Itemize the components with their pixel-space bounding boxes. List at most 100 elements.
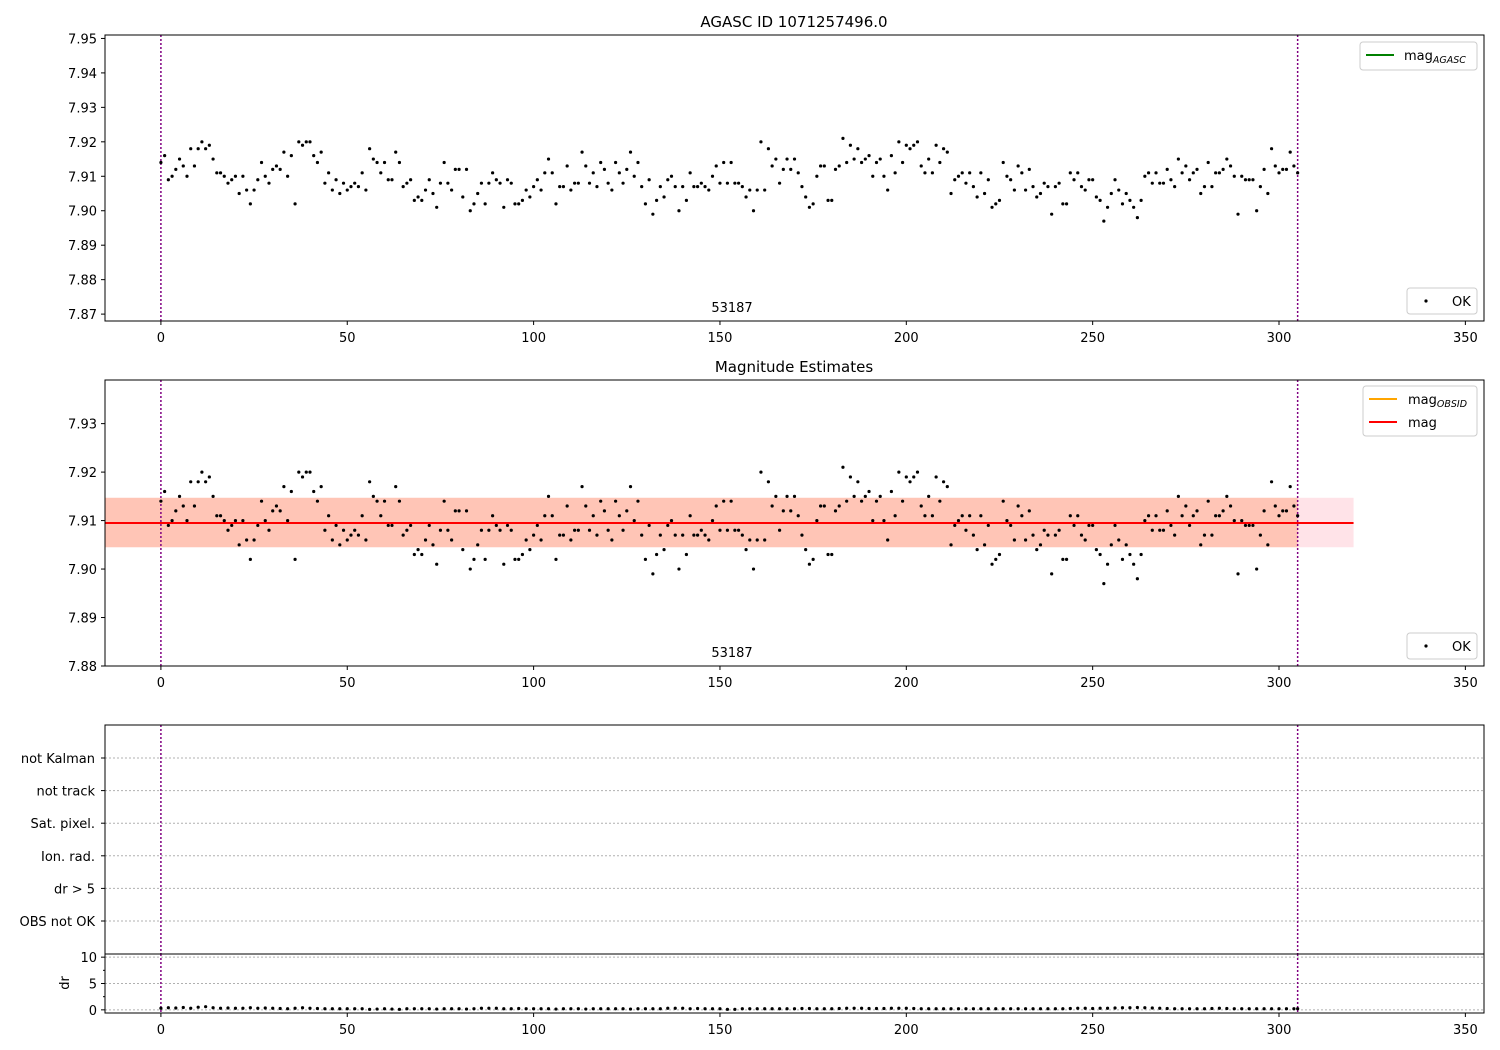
panel2-point	[1053, 533, 1057, 537]
panel1-point	[938, 160, 942, 165]
panel1-point	[733, 181, 737, 185]
panel1-point	[170, 174, 174, 178]
panel2-xtick-label: 0	[157, 676, 165, 691]
panel2-point	[863, 494, 867, 498]
panel1-point	[852, 157, 856, 161]
panel1-point	[781, 167, 785, 171]
panel2-point	[859, 499, 864, 503]
panel2-point	[360, 514, 364, 518]
panel1-point	[874, 160, 879, 165]
panel1-point	[535, 178, 539, 182]
panel2-point	[248, 557, 252, 561]
panel4-ytick-label: 0	[89, 1004, 97, 1019]
panel2-point	[1214, 514, 1218, 518]
panel2-point	[472, 557, 476, 561]
panel4-point	[315, 1006, 320, 1011]
panel4-point	[971, 1007, 975, 1011]
panel2-point	[997, 552, 1002, 557]
panel4-point	[1225, 1006, 1229, 1011]
panel1-point	[1195, 167, 1199, 171]
panel2-point	[271, 509, 275, 513]
panel4-point	[226, 1006, 230, 1010]
panel2-point	[416, 548, 420, 552]
panel2-point	[1102, 581, 1106, 586]
panel1-point	[420, 198, 424, 202]
panel2-point	[1109, 543, 1113, 547]
panel1-point	[722, 160, 726, 165]
panel4-point	[919, 1007, 923, 1011]
panel1-point	[386, 178, 390, 182]
panel1-point	[1258, 185, 1262, 189]
panel1-point	[766, 147, 771, 151]
panel2-point	[256, 523, 260, 528]
panel4-point	[1202, 1007, 1207, 1011]
panel2-point	[725, 528, 730, 532]
panel1-point	[1098, 198, 1102, 202]
panel2-point	[1031, 533, 1035, 537]
panel4-point	[300, 1006, 305, 1010]
panel1-point	[979, 171, 983, 175]
panel4-point	[1083, 1006, 1087, 1010]
panel4-ytick-label: 5	[89, 978, 97, 993]
panel2-point	[457, 509, 461, 513]
panel2-point	[1064, 557, 1069, 561]
panel1-point	[994, 202, 998, 206]
panel2-point	[222, 518, 226, 523]
panel1-ytick-label: 7.91	[68, 170, 97, 185]
panel2-xtick-label: 350	[1453, 676, 1478, 691]
panel2-point	[431, 543, 435, 547]
panel1-point	[211, 157, 215, 161]
panel1-point	[927, 157, 931, 161]
panel1-point	[520, 198, 525, 202]
panel1-point	[617, 171, 621, 175]
panel2-point	[498, 528, 502, 532]
panel1-point	[975, 195, 979, 199]
panel1-point	[729, 160, 733, 165]
panel2-point	[334, 523, 338, 528]
panel4-point	[338, 1007, 342, 1011]
panel2-point	[1284, 509, 1289, 513]
panel2-point	[1146, 514, 1151, 518]
panel2-point	[781, 509, 785, 513]
panel1-point	[200, 140, 204, 144]
panel1-point	[789, 167, 793, 171]
panel1-point	[1135, 216, 1139, 220]
panel2-point	[748, 538, 752, 542]
panel2-point	[438, 528, 443, 532]
panel1-point	[181, 164, 185, 168]
panel4-point	[681, 1006, 685, 1010]
panel1-point	[695, 185, 700, 189]
panel2-point	[1288, 485, 1292, 489]
panel1-point	[356, 185, 361, 189]
panel4-point	[502, 1007, 506, 1011]
panel2-point	[1016, 504, 1020, 508]
panel2-point	[640, 533, 644, 537]
panel4-point	[323, 1007, 327, 1011]
panel2-point	[826, 552, 830, 557]
panel2-point	[1035, 548, 1039, 552]
panel1-point	[755, 188, 759, 192]
panel2-point	[420, 552, 424, 557]
panel1-point	[524, 188, 528, 192]
panel1-point	[625, 167, 629, 171]
panel2-point	[692, 533, 696, 537]
panel2-point	[382, 499, 387, 503]
panel4-point	[278, 1006, 282, 1011]
panel1-point	[446, 181, 450, 185]
panel4-point	[248, 1006, 252, 1010]
panel4-point	[1031, 1007, 1035, 1011]
panel4-point	[368, 1007, 372, 1011]
panel1-point	[1255, 209, 1259, 213]
panel1-point	[647, 178, 651, 182]
panel2-point	[487, 528, 491, 532]
panel2-point	[576, 528, 580, 532]
panel2-point	[1221, 509, 1225, 513]
panel4-point	[964, 1007, 968, 1011]
panel1-point	[330, 188, 334, 192]
panel2-point	[1176, 494, 1180, 498]
panel1-point	[1128, 198, 1132, 202]
panel1-point	[338, 191, 342, 196]
panel1-point	[1288, 150, 1292, 154]
panel1-point	[1009, 178, 1013, 182]
panel2-point	[1195, 509, 1199, 513]
